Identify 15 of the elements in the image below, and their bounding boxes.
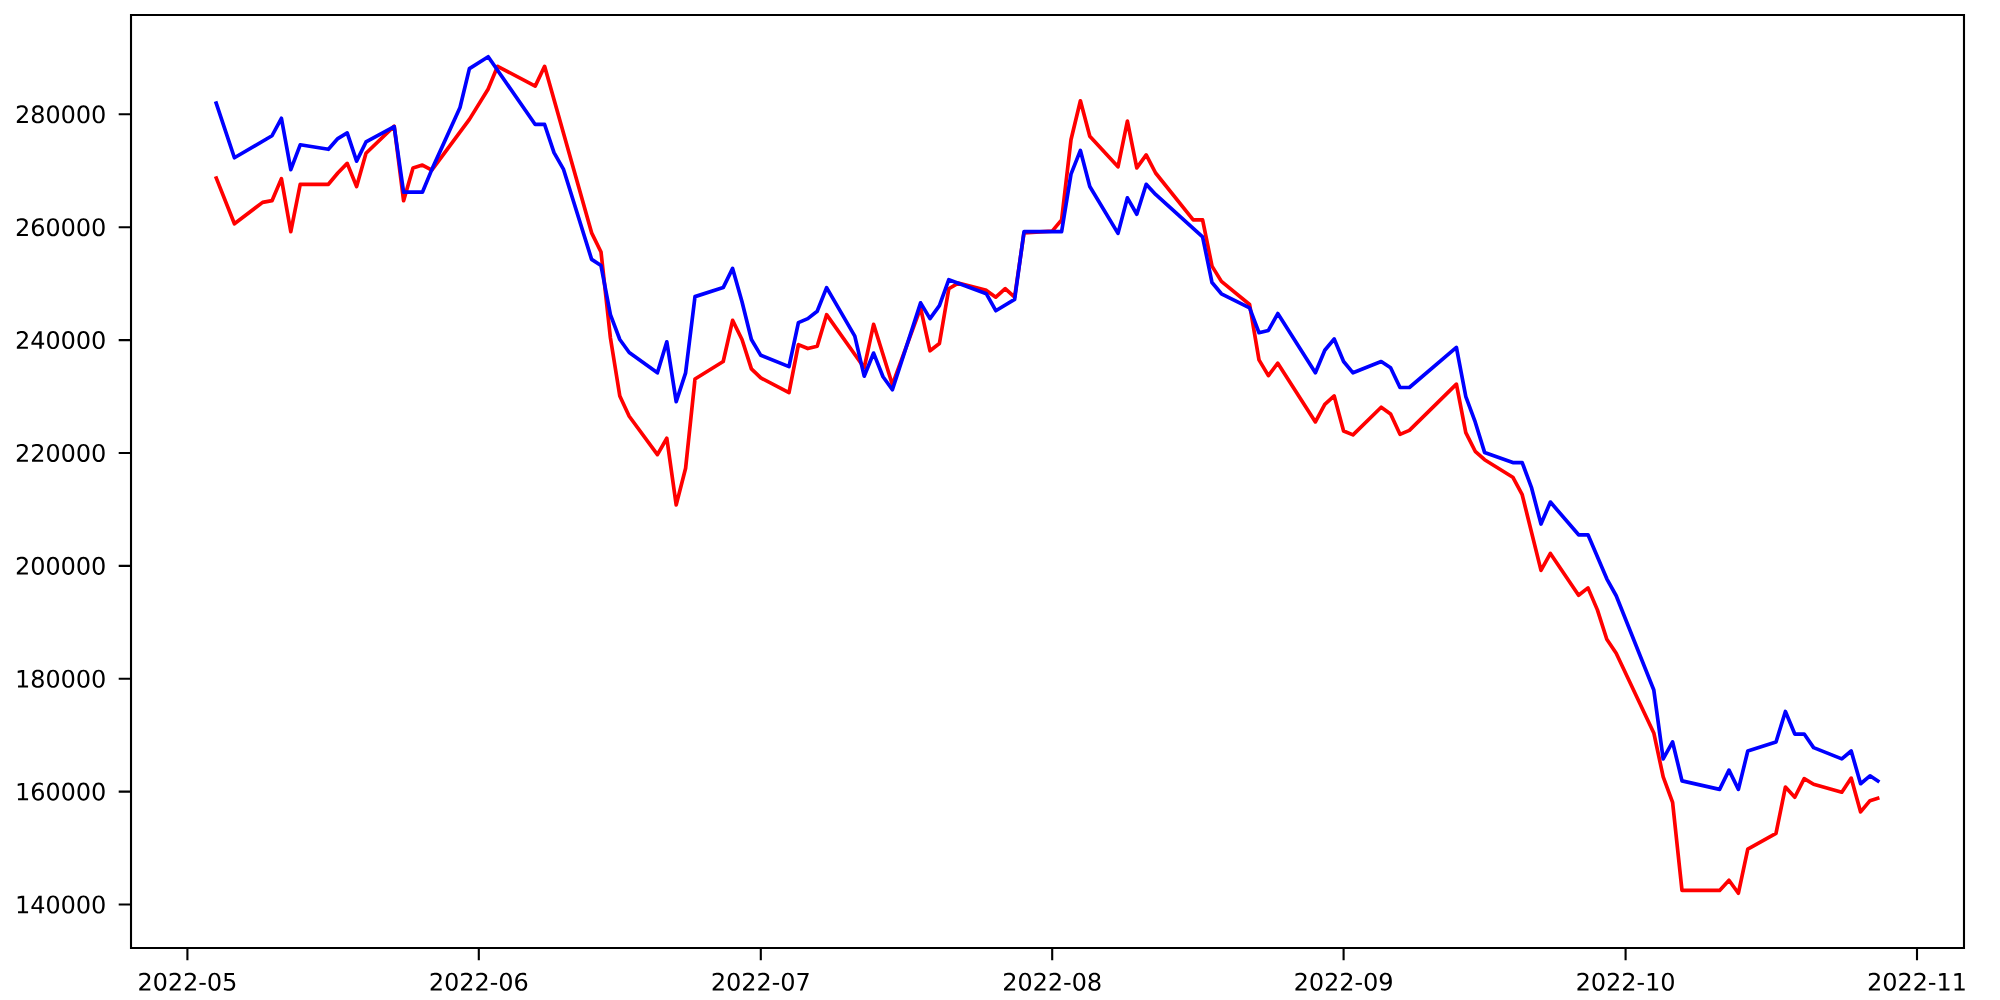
x-tick-label: 2022-05 xyxy=(139,972,236,991)
y-tick-label: 140000 xyxy=(17,895,105,914)
x-tick-label: 2022-11 xyxy=(1868,972,1965,991)
y-tick-label: 280000 xyxy=(16,105,105,124)
y-tick-label: 220000 xyxy=(16,443,105,463)
y-tick-label: 180000 xyxy=(17,669,105,688)
y-tick-label: 160000 xyxy=(17,782,105,801)
x-tick-label: 2022-07 xyxy=(712,972,809,991)
x-tick-label: 2022-08 xyxy=(1004,972,1101,991)
y-tick-label: 200000 xyxy=(16,556,105,575)
y-tick-label: 240000 xyxy=(16,331,105,350)
x-tick-label: 2022-06 xyxy=(430,972,528,991)
x-tick-label: 2022-09 xyxy=(1295,972,1392,991)
x-tick-label: 2022-10 xyxy=(1577,972,1674,991)
y-tick-label: 260000 xyxy=(16,218,105,237)
